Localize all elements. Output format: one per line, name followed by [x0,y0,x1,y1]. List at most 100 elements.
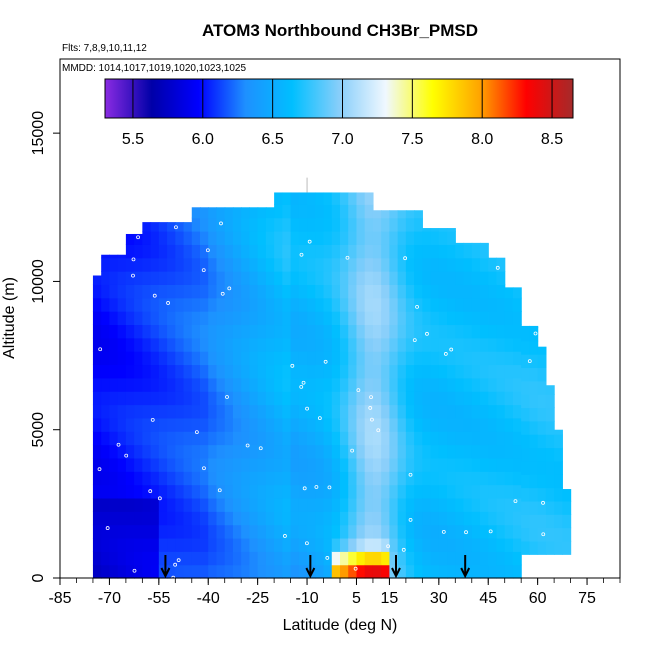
heatmap-cell [191,471,201,486]
heatmap-cell [496,551,506,566]
heatmap-cell [282,364,292,379]
heatmap-cell [397,297,407,312]
heatmap-cell [521,420,531,435]
heatmap-cell [125,511,135,526]
heatmap-cell [265,311,275,326]
heatmap-cell [282,351,292,366]
heatmap-cell [348,564,358,579]
heatmap-cell [257,564,267,579]
heatmap-cell [142,404,152,419]
heatmap-cell [463,484,473,499]
heatmap-cell [348,204,358,219]
heatmap-cell [414,311,423,326]
heatmap-cell [282,231,292,245]
heatmap-cell [191,417,201,432]
heatmap-cell [488,311,498,326]
heatmap-cell [562,500,572,515]
heatmap-cell [191,497,201,512]
heatmap-cell [307,551,316,566]
heatmap-cell [414,431,423,446]
heatmap-cell [117,404,127,419]
heatmap-cell [109,351,119,366]
heatmap-cell [381,324,391,339]
heatmap-cell [414,244,423,259]
heatmap-cell [438,497,448,512]
heatmap-cell [183,471,193,486]
heatmap-cell [348,511,358,526]
heatmap-cell [216,337,226,352]
heatmap-cell [356,431,366,446]
heatmap-cell [422,228,432,232]
heatmap-cell [265,457,275,472]
heatmap-cell [208,351,218,366]
heatmap-cell [414,497,423,512]
heatmap-cell [224,484,234,499]
heatmap-cell [496,497,506,512]
heatmap-cell [364,444,374,459]
heatmap-cell [158,444,168,459]
heatmap-cell [290,564,300,579]
heatmap-cell [348,417,358,432]
heatmap-cell [323,377,333,392]
heatmap-cell [142,364,152,379]
heatmap-cell [224,551,234,566]
heatmap-cell [348,377,358,392]
heatmap-cell [447,297,456,312]
heatmap-cell [356,484,366,499]
heatmap-cell [554,447,563,462]
sample-point [408,518,413,522]
heatmap-cell [224,417,234,432]
heatmap-cell [117,391,127,406]
heatmap-cell [554,474,563,489]
heatmap-cell [430,484,440,499]
heatmap-cell [455,404,465,419]
heatmap-cell [92,497,102,512]
heatmap-cell [389,511,399,526]
heatmap-cell [414,444,423,459]
heatmap-cell [290,417,300,432]
heatmap-cell [438,404,448,419]
heatmap-cell [372,217,382,232]
heatmap-cell [537,354,547,369]
heatmap-cell [315,444,325,459]
heatmap-cell [142,444,152,459]
heatmap-cell [257,537,267,552]
heatmap-cell [480,551,489,566]
heatmap-cell [290,471,300,486]
heatmap-cell [117,457,127,472]
heatmap-cell [232,351,242,366]
heatmap-cell [257,207,267,219]
heatmap-cell [241,537,251,552]
heatmap-cell [92,275,102,285]
heatmap-cell [438,431,448,446]
heatmap-cell [545,434,555,449]
heatmap-cell [504,511,514,526]
heatmap-cell [175,497,185,512]
heatmap-cell [92,404,102,419]
heatmap-cell [290,444,300,459]
heatmap-cell [125,244,135,259]
heatmap-cell [455,364,465,379]
heatmap-cell [480,471,489,486]
heatmap-cell [331,244,341,259]
heatmap-cell [504,364,514,379]
heatmap-cell [307,404,316,419]
heatmap-cell [265,404,275,419]
heatmap-cell [158,391,168,406]
heatmap-cell [504,457,514,472]
heatmap-cell [512,404,522,419]
heatmap-cell [397,391,407,406]
heatmap-cell [512,551,522,566]
heatmap-cell [447,551,456,566]
heatmap-cell [125,257,135,272]
heatmap-cell [356,497,366,512]
heatmap-cell [125,524,135,539]
heatmap-cell [340,564,349,579]
heatmap-cell [554,500,563,515]
heatmap-cell [405,337,415,352]
sample-point [173,562,178,567]
heatmap-cell [348,244,358,259]
heatmap-cell [134,271,143,285]
heatmap-cell [447,231,456,245]
heatmap-cell [331,192,341,205]
